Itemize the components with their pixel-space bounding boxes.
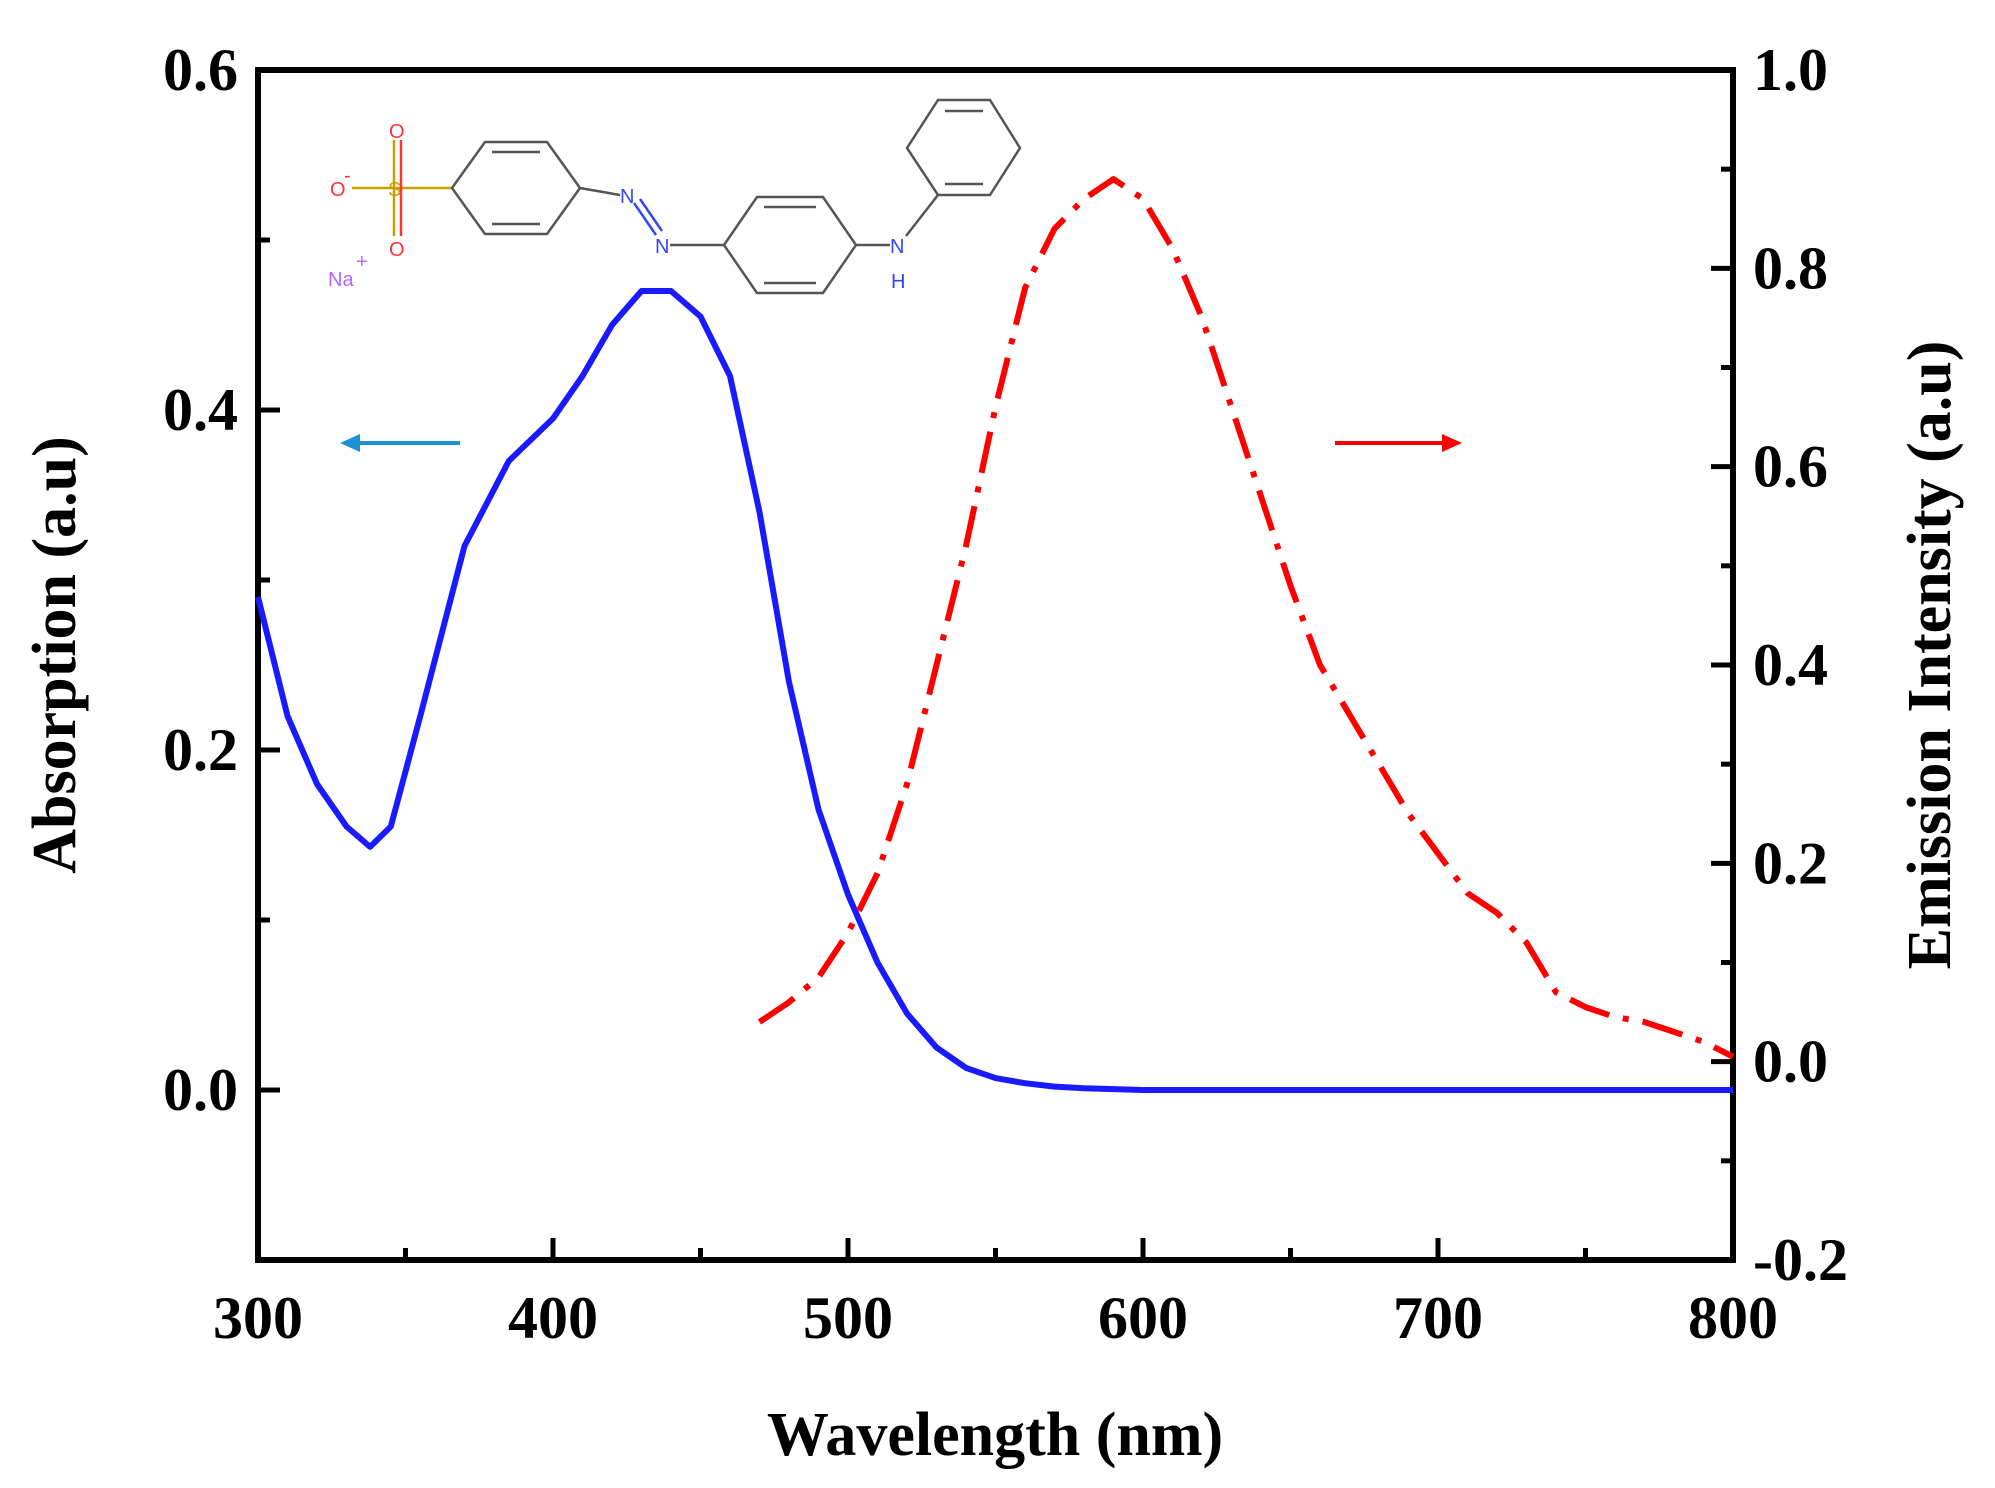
x-tick-label: 700 xyxy=(1393,1285,1483,1351)
oxygen-charge-label: - xyxy=(344,165,351,187)
right-axis-title: Emission Intensity (a.u) xyxy=(1896,341,1964,970)
y-left-tick-label: 0.2 xyxy=(163,717,238,783)
y-right-tick-label: 1.0 xyxy=(1753,37,1828,103)
y-right-tick-label: 0.6 xyxy=(1753,434,1828,500)
absorption-series-line xyxy=(255,288,1733,1093)
nitrogen-atom-label: N xyxy=(890,236,904,258)
x-tick-label: 300 xyxy=(213,1285,303,1351)
x-tick-label: 400 xyxy=(508,1285,598,1351)
sodium-atom-label: Na xyxy=(328,269,354,291)
sodium-charge-label: + xyxy=(356,251,368,273)
x-tick-label: 600 xyxy=(1098,1285,1188,1351)
oxygen-atom-label: O xyxy=(389,239,405,261)
plot-frame xyxy=(255,67,1736,1263)
axis-ticks: 300 400 500 600 700 800 0.0 0.2 0.4 0.6 -0.2 0.0 0.2… xyxy=(163,37,1848,1351)
y-right-tick-label: 0.8 xyxy=(1753,235,1828,301)
emission-arrow-icon xyxy=(1335,434,1462,452)
nitrogen-atom-label: N xyxy=(620,186,634,208)
nitrogen-atom-label: N xyxy=(655,236,669,258)
x-tick-label: 500 xyxy=(803,1285,893,1351)
sulfur-atom-label: S xyxy=(388,179,401,201)
left-axis-title: Absorption (a.u) xyxy=(21,436,89,874)
oxygen-atom-label: O xyxy=(330,179,346,201)
y-left-tick-label: 0.0 xyxy=(163,1057,238,1123)
hydrogen-atom-label: H xyxy=(891,271,905,293)
absorption-arrow-icon xyxy=(340,434,460,452)
x-axis-title: Wavelength (nm) xyxy=(767,1401,1223,1469)
chemical-structure-inset: O - O O S N N N H Na + xyxy=(328,98,1022,295)
oxygen-atom-label: O xyxy=(389,121,405,143)
y-left-tick-label: 0.6 xyxy=(163,37,238,103)
emission-series-line xyxy=(757,176,1735,1060)
y-right-tick-label: 0.0 xyxy=(1753,1029,1828,1095)
x-tick-label: 800 xyxy=(1688,1285,1778,1351)
y-right-tick-label: 0.2 xyxy=(1753,830,1828,896)
y-right-tick-label: 0.4 xyxy=(1753,632,1828,698)
y-left-tick-label: 0.4 xyxy=(163,377,238,443)
y-right-tick-label: -0.2 xyxy=(1753,1227,1848,1293)
